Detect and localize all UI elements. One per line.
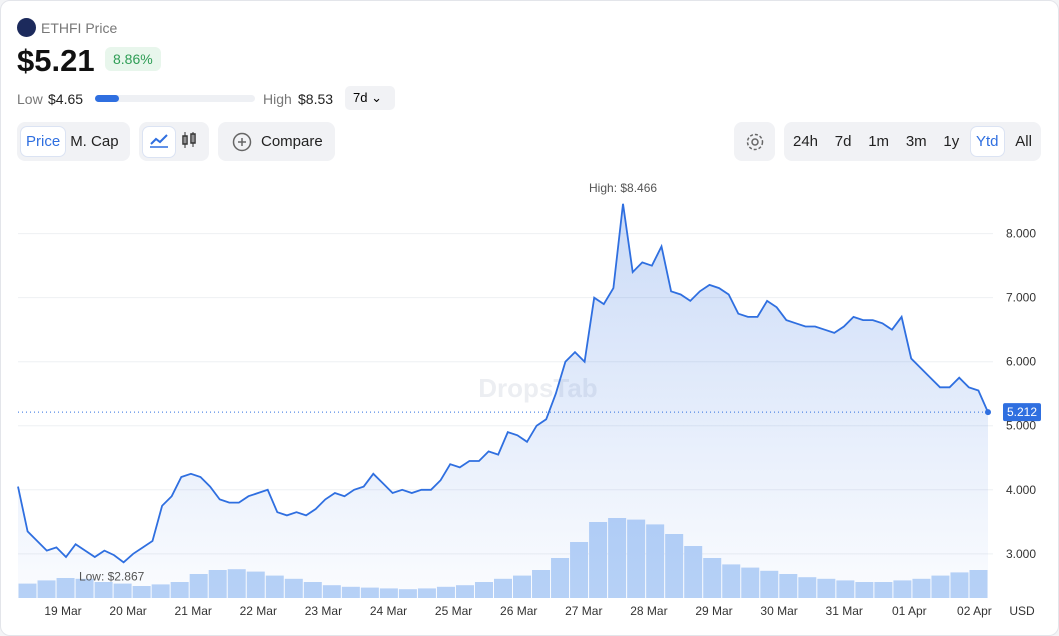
- low-annotation: Low: $2.867: [79, 569, 145, 583]
- range-tab[interactable]: 1y: [943, 133, 960, 150]
- high-annotation: High: $8.466: [589, 181, 657, 195]
- x-tick-label: 01 Apr: [892, 604, 927, 618]
- change-badge: 8.86%: [105, 47, 161, 71]
- line-mode[interactable]: [143, 126, 175, 157]
- range-tabs: 24h 7d 1m 3m 1y Ytd All: [784, 122, 1041, 161]
- period-select[interactable]: 7d ⌄: [345, 86, 395, 110]
- tab-price[interactable]: Price: [21, 127, 66, 156]
- low-value: $4.65: [48, 91, 84, 107]
- area: [18, 203, 988, 599]
- coin-icon: [17, 18, 36, 37]
- period-text: 7d: [353, 90, 368, 105]
- plus-icon: [232, 132, 252, 151]
- x-tick-label: 22 Mar: [240, 604, 277, 618]
- range-tab[interactable]: Ytd: [971, 127, 1004, 156]
- chart-type: [139, 122, 209, 161]
- compare-button[interactable]: Compare: [218, 122, 335, 161]
- metric-tabs: Price M. Cap: [17, 122, 130, 161]
- low-label: Low: [17, 91, 43, 107]
- price-line: [17, 203, 989, 564]
- x-tick-label: 27 Mar: [565, 604, 602, 618]
- x-tick-label: 24 Mar: [370, 604, 407, 618]
- candle-icon: [182, 131, 196, 148]
- y-tick-label: 8.000: [1006, 227, 1036, 241]
- coin-title: ETHFI Price: [41, 20, 118, 36]
- range-tab[interactable]: 7d: [834, 133, 852, 150]
- range-tab[interactable]: 3m: [905, 133, 927, 150]
- range-tab[interactable]: 24h: [793, 133, 819, 150]
- settings-button[interactable]: [734, 122, 775, 161]
- candle-mode[interactable]: [175, 127, 203, 157]
- x-tick-label: 02 Apr: [957, 604, 992, 618]
- y-tick-label: 4.000: [1006, 483, 1036, 497]
- x-tick-label: 21 Mar: [175, 604, 212, 618]
- chart: DropsTab USD 3.0004.0005.0006.0007.0008.…: [17, 181, 1041, 618]
- x-tick-label: 23 Mar: [305, 604, 342, 618]
- currency-label: USD: [1009, 604, 1035, 618]
- range-tab[interactable]: All: [1015, 133, 1032, 150]
- x-tick-label: 26 Mar: [500, 604, 537, 618]
- price: $5.21: [17, 43, 95, 78]
- high-label: High: [263, 91, 292, 107]
- line-icon: [150, 133, 168, 148]
- y-tick-label: 5.000: [1006, 419, 1036, 433]
- last-point: [985, 409, 991, 416]
- x-tick-label: 30 Mar: [760, 604, 797, 618]
- last-price-badge: [1003, 403, 1041, 422]
- y-tick-label: 7.000: [1006, 291, 1036, 305]
- x-tick-label: 19 Mar: [44, 604, 81, 618]
- x-tick-label: 25 Mar: [435, 604, 472, 618]
- compare-text: Compare: [261, 133, 323, 150]
- x-tick-label: 20 Mar: [109, 604, 146, 618]
- x-tick-label: 31 Mar: [826, 604, 863, 618]
- tab-mcap[interactable]: M. Cap: [70, 133, 119, 150]
- x-tick-label: 29 Mar: [695, 604, 732, 618]
- y-tick-label: 6.000: [1006, 355, 1036, 369]
- range-bar: [95, 95, 255, 102]
- gear-icon: [746, 133, 763, 150]
- x-tick-label: 28 Mar: [630, 604, 667, 618]
- high-value: $8.53: [298, 91, 334, 107]
- last-price-label: 5.212: [1007, 405, 1037, 419]
- range-tab[interactable]: 1m: [868, 133, 890, 150]
- y-tick-label: 3.000: [1006, 547, 1036, 561]
